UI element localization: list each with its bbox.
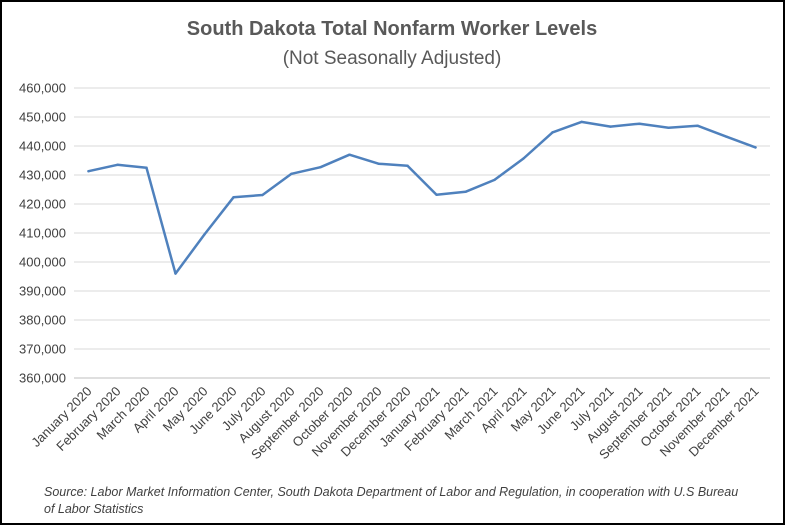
- y-tick-label: 380,000: [19, 313, 66, 328]
- y-tick-label: 420,000: [19, 197, 66, 212]
- data-point: [522, 157, 525, 160]
- data-point: [696, 124, 699, 127]
- data-point: [261, 193, 264, 197]
- data-point: [348, 153, 351, 156]
- y-tick-label: 400,000: [19, 255, 66, 270]
- data-point: [319, 165, 322, 169]
- data-point: [116, 163, 119, 167]
- data-point: [725, 135, 728, 138]
- y-tick-label: 450,000: [19, 110, 66, 125]
- data-point: [87, 170, 90, 173]
- data-point: [232, 196, 235, 199]
- source-note: Source: Labor Market Information Center,…: [44, 485, 739, 516]
- data-point: [377, 162, 380, 165]
- data-point: [203, 233, 206, 236]
- y-tick-label: 410,000: [19, 226, 66, 241]
- data-point: [493, 178, 496, 182]
- y-tick-label: 360,000: [19, 371, 66, 386]
- y-axis-ticks: 360,000 370,000 380,000 390,000 400,000 410,0…: [19, 81, 66, 386]
- chart-title: South Dakota Total Nonfarm Worker Levels: [187, 18, 597, 40]
- series-line: [87, 120, 757, 275]
- y-tick-label: 440,000: [19, 139, 66, 154]
- data-point: [754, 146, 757, 149]
- data-point: [667, 126, 670, 129]
- data-point: [580, 120, 583, 124]
- gridlines: [74, 87, 770, 379]
- data-point: [609, 125, 612, 128]
- data-point: [435, 193, 438, 196]
- data-point: [638, 122, 641, 125]
- y-tick-label: 390,000: [19, 284, 66, 299]
- series-layer: [87, 120, 757, 275]
- chart-subtitle: (Not Seasonally Adjusted): [283, 48, 502, 69]
- data-point: [290, 172, 293, 176]
- data-point: [174, 272, 177, 275]
- data-point: [406, 164, 409, 167]
- y-tick-label: 370,000: [19, 342, 66, 357]
- data-point: [551, 131, 554, 134]
- y-tick-label: 460,000: [19, 81, 66, 96]
- data-point: [464, 190, 467, 194]
- y-tick-label: 430,000: [19, 168, 66, 183]
- data-point: [145, 166, 148, 169]
